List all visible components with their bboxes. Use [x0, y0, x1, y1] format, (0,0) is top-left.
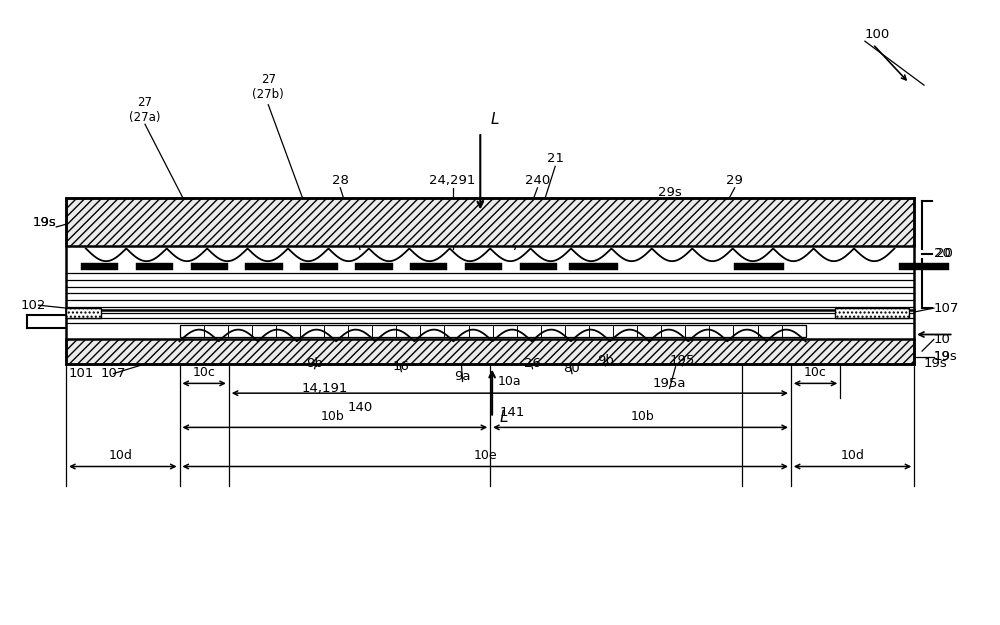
Text: 20: 20	[936, 247, 953, 260]
Text: 107: 107	[101, 367, 126, 380]
Bar	[899, 263, 949, 270]
Text: 20: 20	[934, 247, 951, 260]
Text: 102: 102	[21, 299, 46, 312]
Text: 10: 10	[934, 333, 951, 346]
Bar	[734, 263, 784, 270]
Text: 19: 19	[934, 351, 951, 364]
Text: 10c: 10c	[804, 366, 827, 379]
Bar	[520, 263, 557, 270]
Bar	[66, 339, 914, 364]
Bar	[465, 263, 502, 270]
Text: 27
(27b): 27 (27b)	[252, 73, 284, 101]
Text: 10e: 10e	[473, 449, 497, 462]
Text: 195a: 195a	[653, 377, 686, 390]
Text: L: L	[490, 112, 499, 127]
Bar	[355, 263, 393, 270]
Bar	[81, 263, 118, 270]
Text: 19s: 19s	[32, 216, 56, 229]
Text: 10b: 10b	[631, 409, 655, 422]
Text: 9b: 9b	[597, 354, 614, 367]
Text: 101: 101	[68, 367, 94, 380]
Bar	[569, 263, 618, 270]
Text: 140: 140	[347, 401, 373, 414]
Bar	[191, 263, 228, 270]
Bar	[300, 263, 338, 270]
Bar	[66, 308, 101, 318]
Text: 10d: 10d	[108, 449, 132, 462]
Text: 195: 195	[670, 354, 695, 367]
Text: 28: 28	[332, 174, 349, 188]
Text: 10d: 10d	[841, 449, 865, 462]
Bar	[136, 263, 173, 270]
Text: 10c: 10c	[193, 366, 216, 379]
Text: 19s: 19s	[32, 216, 56, 229]
Text: 80: 80	[564, 362, 580, 375]
Text: 21: 21	[547, 152, 564, 165]
Bar	[245, 263, 283, 270]
Text: 19s: 19s	[934, 351, 958, 364]
Bar	[66, 308, 101, 318]
Text: 240: 240	[525, 174, 550, 188]
Text: 16: 16	[393, 360, 410, 373]
Bar	[66, 198, 914, 246]
Text: 14,191: 14,191	[301, 382, 348, 395]
Text: 27
(27a): 27 (27a)	[129, 96, 161, 124]
Bar	[410, 263, 447, 270]
Text: 100: 100	[865, 28, 890, 41]
Text: 141: 141	[499, 406, 525, 419]
Bar	[66, 339, 914, 364]
Text: 29: 29	[726, 174, 743, 188]
Text: 10a: 10a	[498, 375, 522, 388]
Text: 24,291: 24,291	[429, 174, 476, 188]
Text: 26: 26	[524, 357, 541, 371]
Bar	[835, 308, 909, 318]
Text: 10b: 10b	[320, 409, 344, 422]
Bar	[66, 198, 914, 246]
Text: 9a: 9a	[454, 370, 471, 383]
Bar	[835, 308, 909, 318]
Text: L: L	[500, 410, 509, 425]
Text: 29s: 29s	[658, 186, 681, 199]
Bar	[180, 325, 806, 338]
Text: 9b: 9b	[306, 357, 323, 371]
Text: 107: 107	[934, 302, 959, 314]
Text: 19s: 19s	[924, 357, 948, 371]
